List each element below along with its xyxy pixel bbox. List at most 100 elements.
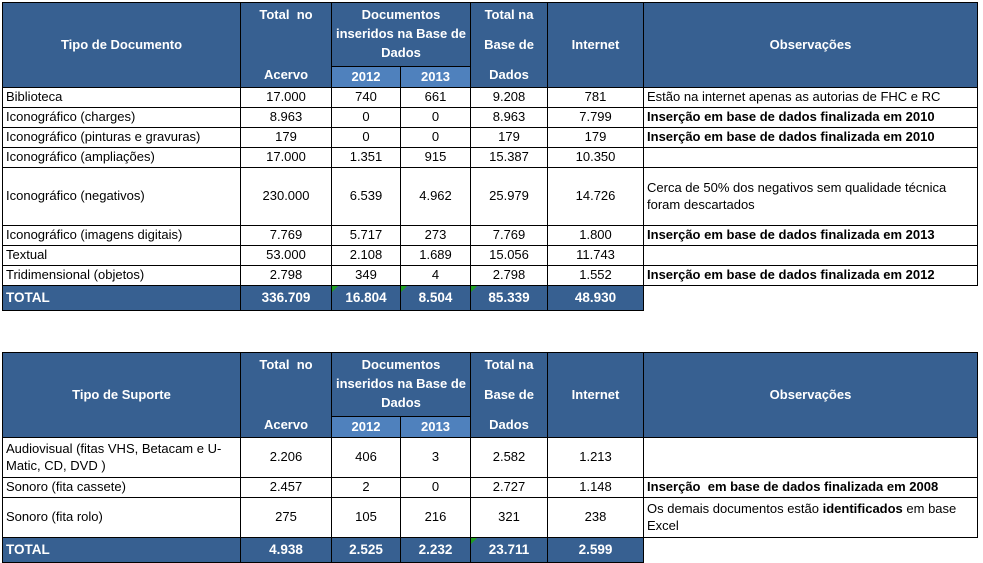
obs-text: Os demais documentos estão <box>647 501 823 517</box>
cell-2012: 2 <box>331 477 401 498</box>
col-header-internet: Internet <box>547 2 645 88</box>
col-header-total-base: Total na Base de Dados <box>470 352 549 438</box>
cell-internet: 238 <box>547 497 645 538</box>
total-observacoes-empty <box>643 537 978 563</box>
cell-acervo: 2.798 <box>240 265 332 286</box>
cell-acervo: 8.963 <box>240 107 332 128</box>
total-base-line3: Dados <box>489 66 529 82</box>
cell-observacoes: Inserção em base de dados finalizada em … <box>643 127 979 148</box>
cell-acervo: 17.000 <box>240 87 332 108</box>
cell-tipo: Iconográfico (pinturas e gravuras) <box>2 127 241 148</box>
total-2012: 2.525 <box>331 537 401 563</box>
documents-table-header: Tipo de Documento Total no Acervo Docume… <box>2 2 979 88</box>
cell-acervo: 7.769 <box>240 225 332 246</box>
supports-table: Tipo de Suporte Total no Acervo Document… <box>2 352 979 563</box>
cell-2013: 0 <box>399 477 472 498</box>
error-flag-icon <box>471 286 478 292</box>
cell-tipo: Textual <box>2 245 241 266</box>
cell-2012: 1.351 <box>331 147 401 168</box>
cell-acervo: 179 <box>240 127 332 148</box>
cell-base: 7.769 <box>470 225 549 246</box>
total-observacoes-empty <box>643 285 978 311</box>
col-header-2012: 2012 <box>331 416 401 438</box>
cell-tipo: Tridimensional (objetos) <box>2 265 241 286</box>
cell-base: 8.963 <box>470 107 549 128</box>
obs-bold-text: identificados <box>822 501 903 517</box>
cell-2012: 6.539 <box>331 167 401 226</box>
cell-tipo: Biblioteca <box>2 87 241 108</box>
table-gap <box>2 311 983 352</box>
cell-internet: 14.726 <box>547 167 645 226</box>
col-header-observacoes: Observações <box>643 352 979 438</box>
col-header-docs-inseridos: Documentos inseridos na Base de Dados <box>330 2 472 67</box>
total-base-line3: Dados <box>489 416 529 432</box>
cell-tipo: Audiovisual (fitas VHS, Betacam e U-Mati… <box>2 437 241 478</box>
cell-tipo: Sonoro (fita rolo) <box>2 497 241 538</box>
cell-tipo: Iconográfico (charges) <box>2 107 241 128</box>
cell-observacoes <box>643 245 979 266</box>
cell-internet: 10.350 <box>547 147 645 168</box>
cell-base: 2.582 <box>470 437 549 478</box>
col-header-observacoes: Observações <box>643 2 979 88</box>
cell-internet: 781 <box>547 87 645 108</box>
cell-base: 179 <box>470 127 549 148</box>
cell-observacoes: Inserção em base de dados finalizada em … <box>643 225 979 246</box>
cell-2012: 406 <box>331 437 401 478</box>
cell-tipo: Sonoro (fita cassete) <box>2 477 241 498</box>
error-flag-icon <box>471 538 478 544</box>
table-row-sonoro-cassete: Sonoro (fita cassete) 2.457 2 0 2.727 1.… <box>2 477 979 498</box>
cell-tipo: Iconográfico (imagens digitais) <box>2 225 241 246</box>
total-2012: 16.804 <box>331 285 401 311</box>
col-header-2013: 2013 <box>399 66 472 88</box>
cell-observacoes: Inserção em base de dados finalizada em … <box>643 107 979 128</box>
cell-2012: 0 <box>331 107 401 128</box>
obs-text: em base Excel <box>647 501 960 533</box>
cell-2013: 1.689 <box>399 245 472 266</box>
table-row-tridimensional: Tridimensional (objetos) 2.798 349 4 2.7… <box>2 265 979 286</box>
table2-total-row: TOTAL 4.938 2.525 2.232 23.711 2.599 <box>2 537 978 563</box>
table-row-pinturas: Iconográfico (pinturas e gravuras) 179 0… <box>2 127 979 148</box>
cell-acervo: 17.000 <box>240 147 332 168</box>
total-label: TOTAL <box>2 285 241 311</box>
cell-2013: 915 <box>399 147 472 168</box>
cell-base: 2.798 <box>470 265 549 286</box>
total-acervo-line2: Acervo <box>263 416 309 432</box>
total-base-line1: Total na <box>484 7 534 22</box>
col-header-2013: 2013 <box>399 416 472 438</box>
cell-2012: 105 <box>331 497 401 538</box>
table-row-textual: Textual 53.000 2.108 1.689 15.056 11.743 <box>2 245 979 266</box>
col-header-2012: 2012 <box>331 66 401 88</box>
table-row-negativos: Iconográfico (negativos) 230.000 6.539 4… <box>2 167 979 226</box>
cell-internet: 1.800 <box>547 225 645 246</box>
total-base: 23.711 <box>470 537 549 563</box>
table-row-ampliacoes: Iconográfico (ampliações) 17.000 1.351 9… <box>2 147 979 168</box>
cell-2013: 216 <box>399 497 472 538</box>
cell-observacoes <box>643 147 979 168</box>
cell-observacoes: Cerca de 50% dos negativos sem qualidade… <box>643 167 979 226</box>
total-acervo-line1: Total no <box>259 357 313 372</box>
cell-2012: 349 <box>331 265 401 286</box>
cell-2012: 0 <box>331 127 401 148</box>
cell-2012: 2.108 <box>331 245 401 266</box>
cell-2013: 0 <box>399 107 472 128</box>
cell-internet: 11.743 <box>547 245 645 266</box>
cell-base: 25.979 <box>470 167 549 226</box>
table-row-audiovisual: Audiovisual (fitas VHS, Betacam e U-Mati… <box>2 437 979 478</box>
table-row-sonoro-rolo: Sonoro (fita rolo) 275 105 216 321 238 O… <box>2 497 979 538</box>
total-acervo: 4.938 <box>240 537 332 563</box>
cell-acervo: 230.000 <box>240 167 332 226</box>
total-label: TOTAL <box>2 537 241 563</box>
table-row-biblioteca: Biblioteca 17.000 740 661 9.208 781 Estã… <box>2 87 979 108</box>
cell-acervo: 2.457 <box>240 477 332 498</box>
cell-observacoes: Inserção em base de dados finalizada em … <box>643 265 979 286</box>
cell-tipo: Iconográfico (ampliações) <box>2 147 241 168</box>
cell-base: 9.208 <box>470 87 549 108</box>
col-header-docs-inseridos: Documentos inseridos na Base de Dados <box>330 352 472 417</box>
cell-2013: 3 <box>399 437 472 478</box>
table-row-imagens-digitais: Iconográfico (imagens digitais) 7.769 5.… <box>2 225 979 246</box>
cell-internet: 179 <box>547 127 645 148</box>
cell-2012: 5.717 <box>331 225 401 246</box>
total-acervo-line1: Total no <box>259 7 313 22</box>
col-header-tipo-suporte: Tipo de Suporte <box>2 352 241 438</box>
